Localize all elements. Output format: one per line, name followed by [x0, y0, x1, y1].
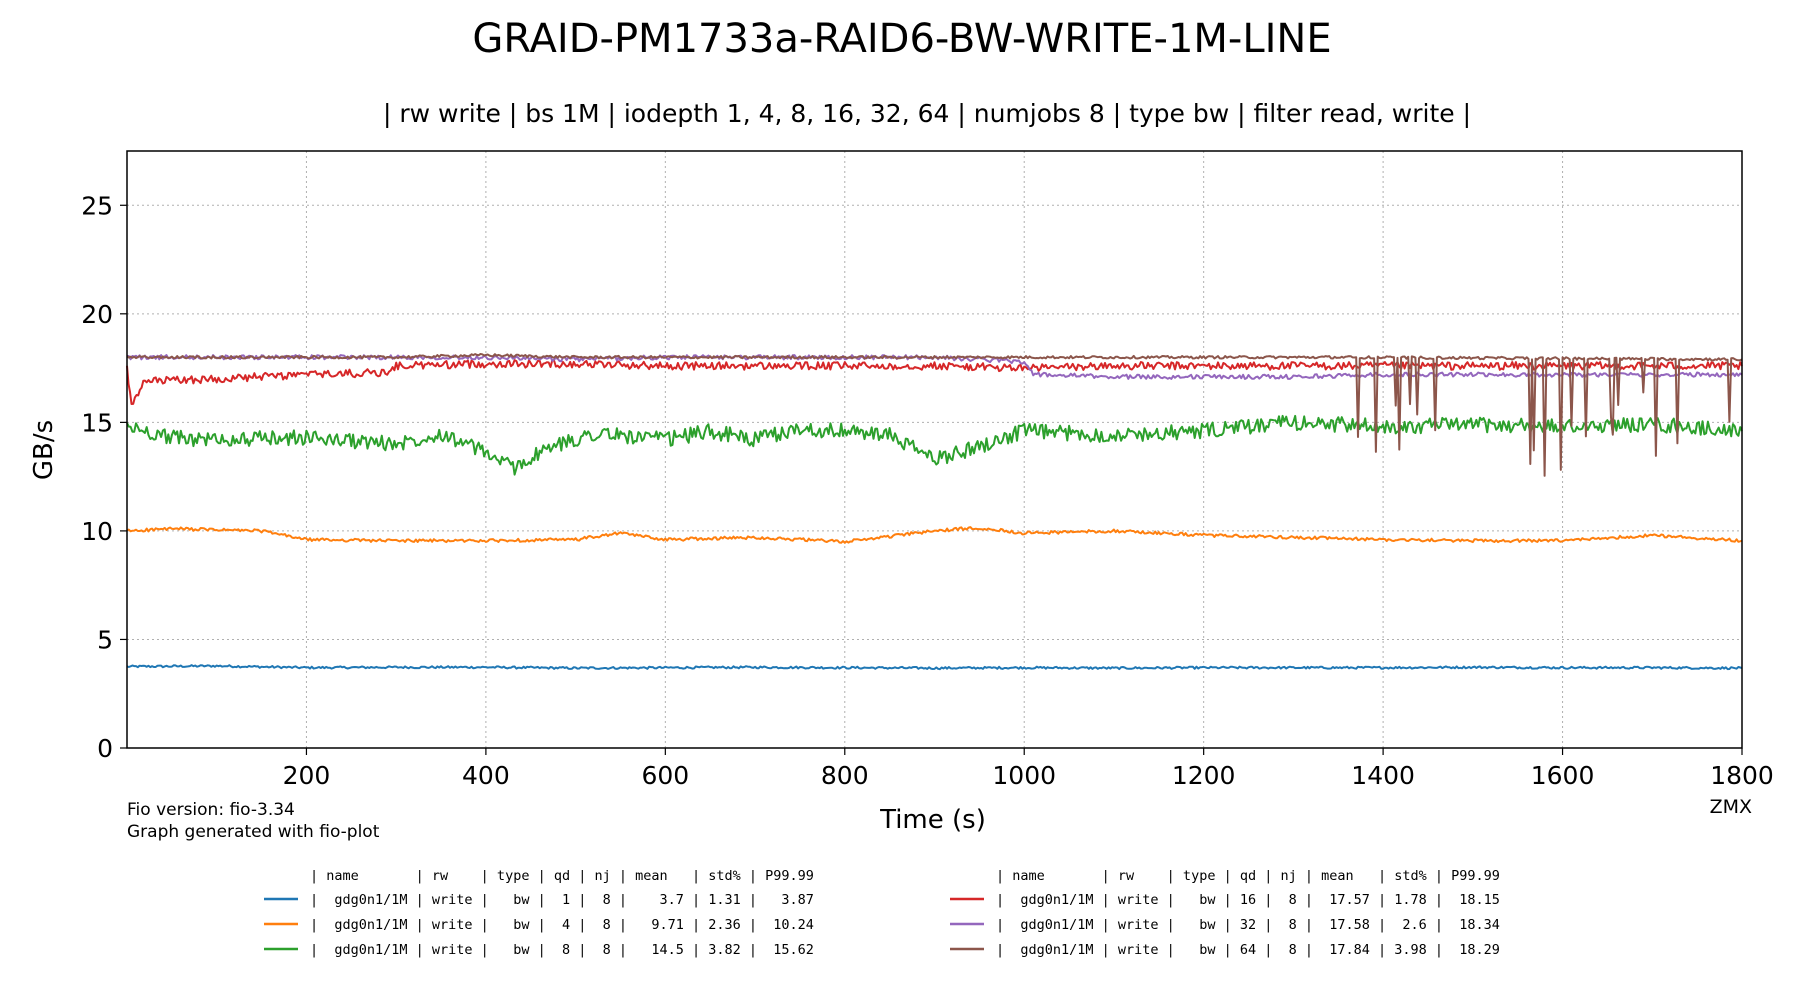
y-axis-label: GB/s [29, 420, 59, 480]
legend-header-right: | name | rw | type | qd | nj | mean | st… [996, 868, 1500, 884]
x-axis-label: Time (s) [879, 805, 986, 835]
fio-version-note: Fio version: fio-3.34 [127, 800, 295, 820]
x-tick-label: 1400 [1351, 761, 1415, 790]
x-tick-label: 1600 [1531, 761, 1595, 790]
series-line-qd8 [126, 414, 1743, 476]
series-line-qd16 [126, 359, 1743, 405]
generator-note: Graph generated with fio-plot [127, 822, 380, 842]
axis-ticks: 200 400 600 800 1000 1200 1400 1600 1800 0 5 10 15 20… [81, 191, 1774, 790]
y-tick-label: 10 [81, 517, 113, 546]
legend-row-qd1: | gdg0n1/1M | write | bw | 1 | 8 | 3.7 |… [310, 892, 814, 908]
x-tick-label: 1800 [1710, 761, 1774, 790]
series-line-qd64 [126, 353, 1743, 477]
y-tick-label: 0 [97, 734, 113, 763]
y-tick-label: 20 [81, 300, 113, 329]
x-tick-label: 200 [283, 761, 331, 790]
y-tick-label: 25 [81, 191, 113, 220]
series-line-qd4 [126, 526, 1743, 544]
plot-frame [126, 150, 1743, 749]
y-tick-label: 15 [81, 408, 113, 437]
legend-row-qd8: | gdg0n1/1M | write | bw | 8 | 8 | 14.5 … [310, 942, 814, 958]
x-tick-label: 400 [462, 761, 510, 790]
grid-lines [127, 151, 1742, 748]
series-layer [126, 353, 1743, 671]
legend-table: | name | rw | type | qd | nj | mean | st… [264, 868, 1500, 958]
chart-subtitle: | rw write | bs 1M | iodepth 1, 4, 8, 16… [383, 99, 1471, 128]
x-tick-label: 1000 [992, 761, 1056, 790]
legend-row-qd32: | gdg0n1/1M | write | bw | 32 | 8 | 17.5… [996, 917, 1500, 933]
x-tick-label: 800 [821, 761, 869, 790]
legend-header-left: | name | rw | type | qd | nj | mean | st… [310, 868, 814, 884]
legend-row-qd16: | gdg0n1/1M | write | bw | 16 | 8 | 17.5… [996, 892, 1500, 908]
legend-row-qd64: | gdg0n1/1M | write | bw | 64 | 8 | 17.8… [996, 942, 1500, 958]
signature-note: ZMX [1710, 796, 1752, 818]
x-tick-label: 1200 [1172, 761, 1236, 790]
x-tick-label: 600 [641, 761, 689, 790]
series-line-qd1 [126, 664, 1743, 671]
legend-row-qd4: | gdg0n1/1M | write | bw | 4 | 8 | 9.71 … [310, 917, 814, 933]
y-tick-label: 5 [97, 625, 113, 654]
chart-title: GRAID-PM1733a-RAID6-BW-WRITE-1M-LINE [472, 16, 1331, 62]
